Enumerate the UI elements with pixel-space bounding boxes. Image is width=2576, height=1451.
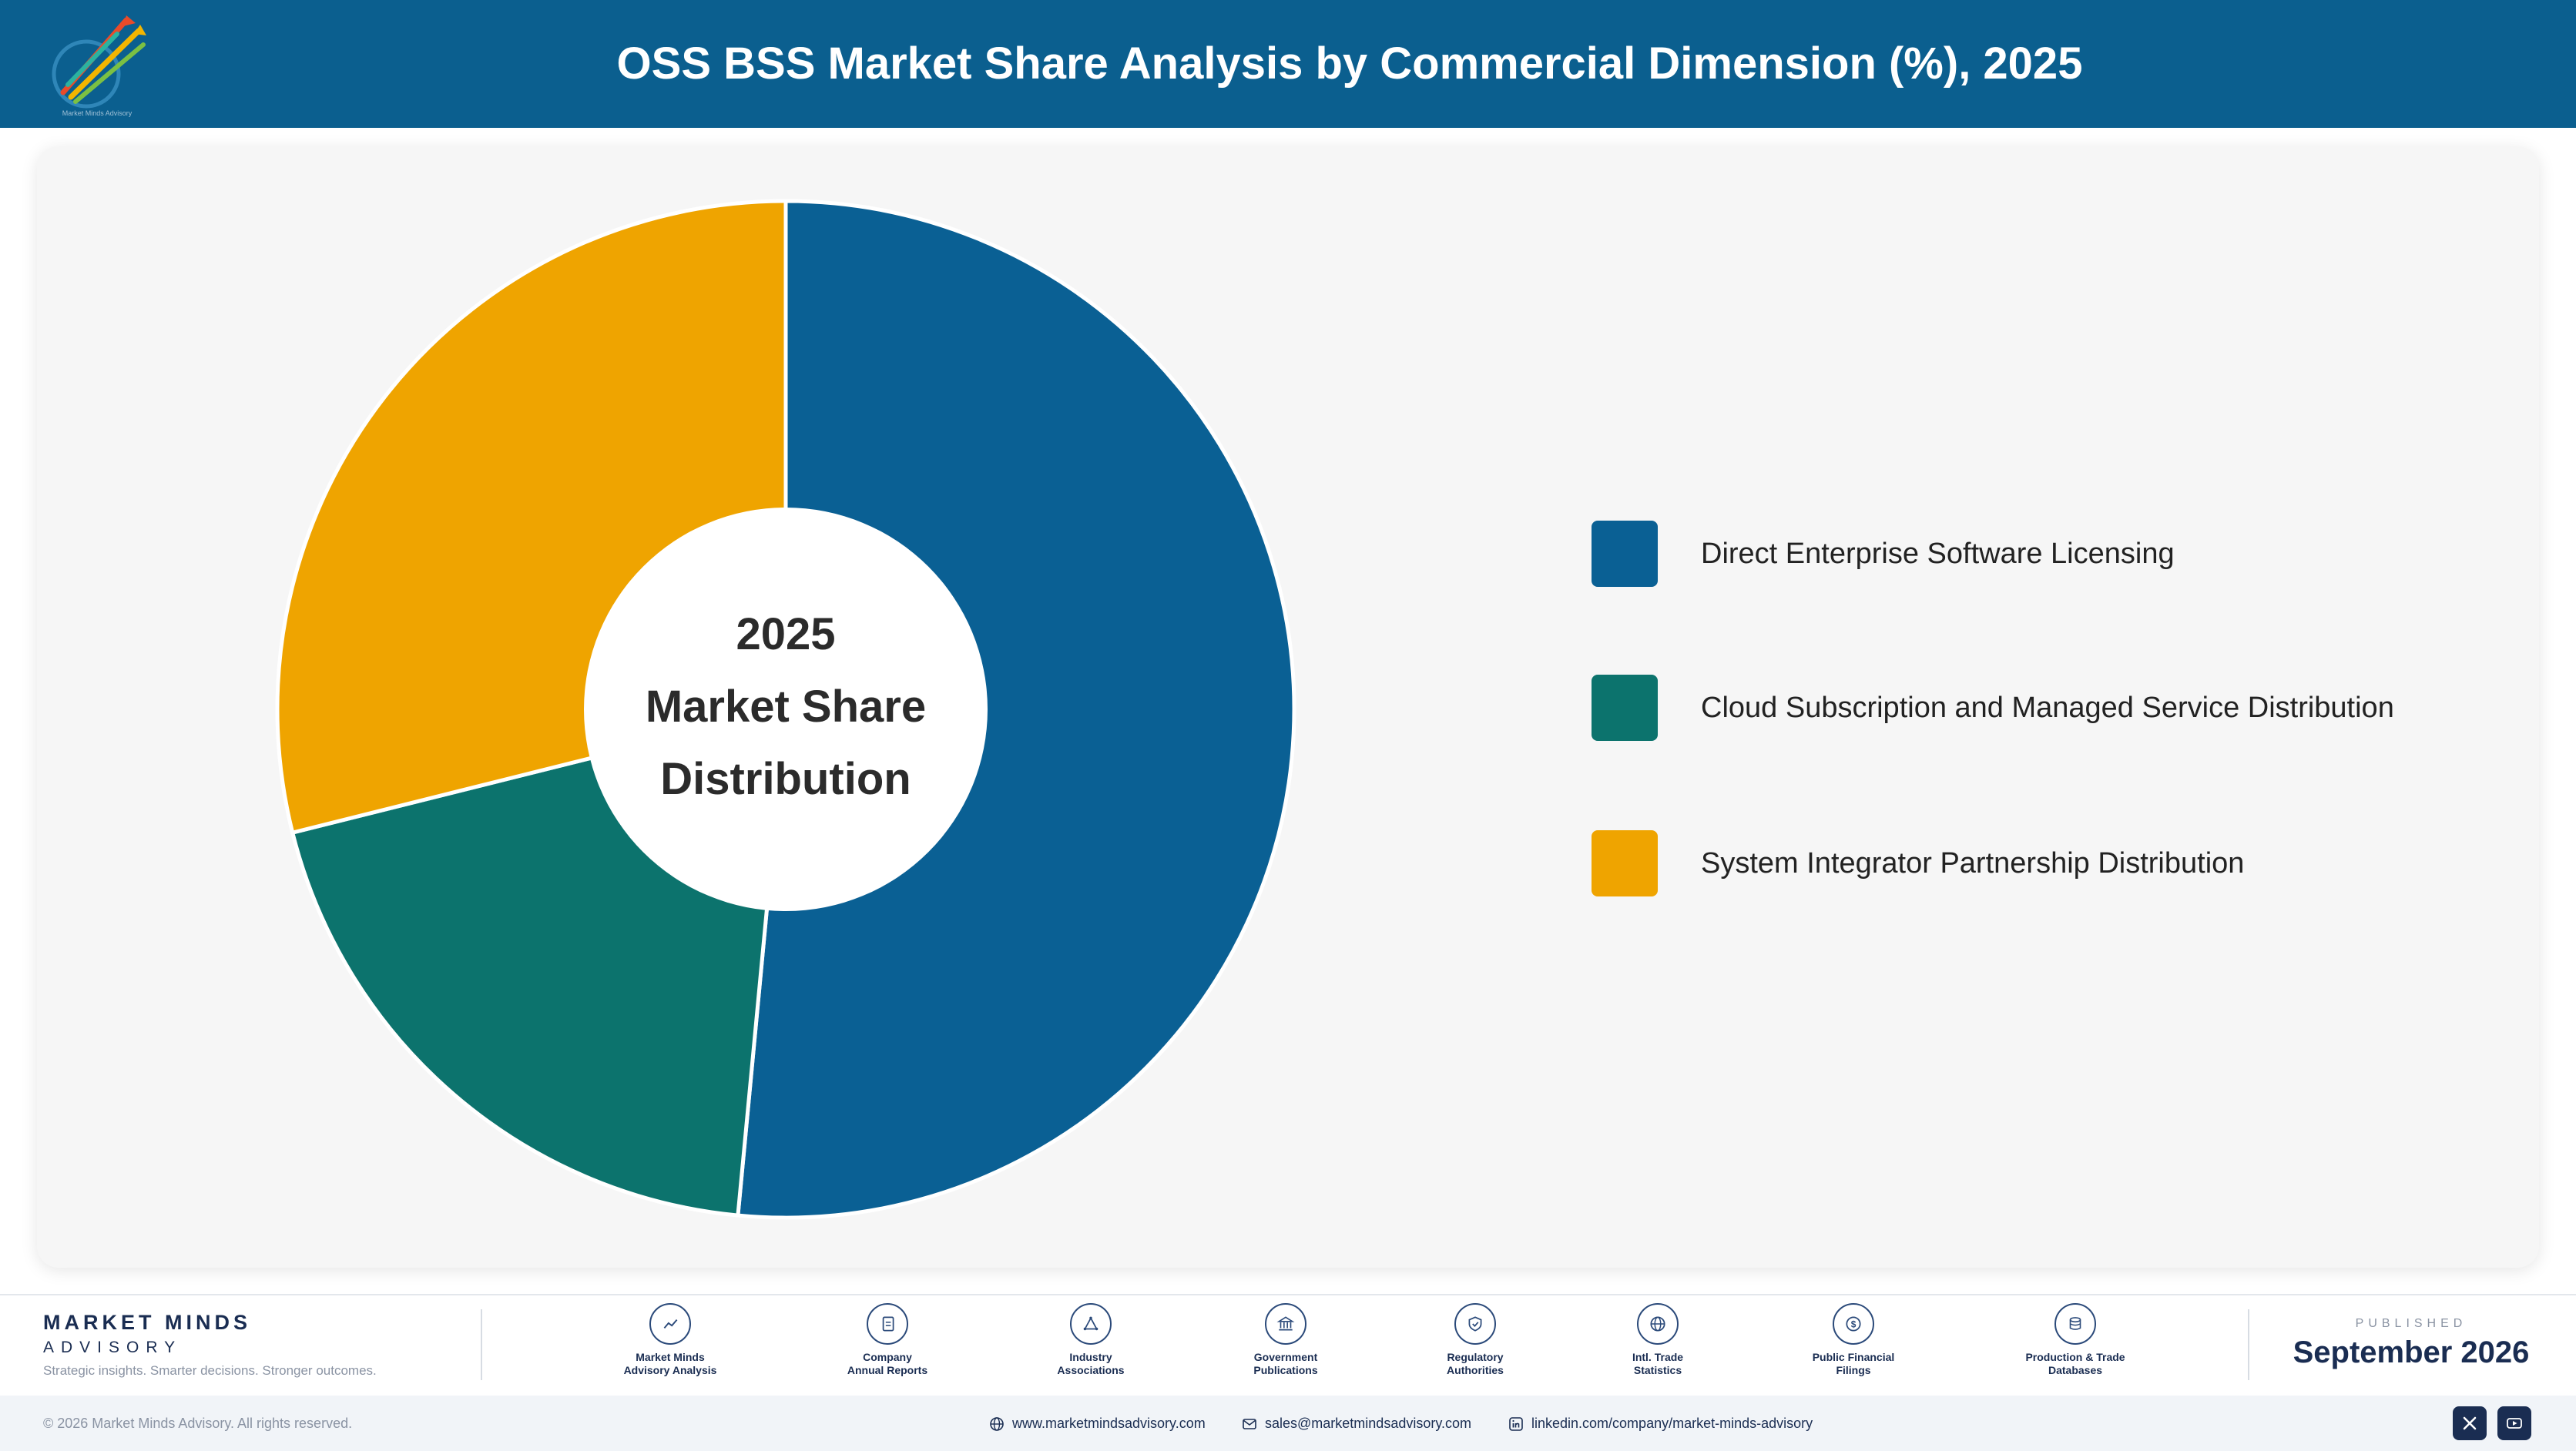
donut-center bbox=[584, 508, 988, 911]
center-label-line: Market Share bbox=[646, 682, 926, 732]
svg-text:$: $ bbox=[1851, 1319, 1857, 1329]
source-item: Regulatory Authorities bbox=[1402, 1303, 1548, 1377]
source-label: Public Financial Filings bbox=[1812, 1351, 1895, 1376]
x-social-button[interactable] bbox=[2453, 1406, 2487, 1440]
pie-chart: 2025 Market Share Distribution bbox=[275, 199, 1296, 1220]
government-building-icon bbox=[1265, 1303, 1306, 1345]
legend-label: Direct Enterprise Software Licensing bbox=[1701, 538, 2175, 570]
copyright-text: © 2026 Market Minds Advisory. All rights… bbox=[43, 1416, 353, 1431]
x-logo-icon bbox=[2463, 1416, 2477, 1430]
mail-icon bbox=[1243, 1419, 1256, 1430]
youtube-icon bbox=[2507, 1418, 2522, 1429]
source-label: Production & Trade Databases bbox=[2025, 1351, 2125, 1376]
legend-label: Cloud Subscription and Managed Service D… bbox=[1701, 692, 2394, 724]
page-title: OSS BSS Market Share Analysis by Commerc… bbox=[616, 39, 2083, 89]
source-item: Company Annual Reports bbox=[814, 1303, 961, 1377]
legend-item[interactable]: Direct Enterprise Software Licensing bbox=[1592, 521, 2516, 588]
footer-divider bbox=[2248, 1309, 2249, 1380]
network-icon bbox=[1070, 1303, 1112, 1345]
footer: MARKET MINDS ADVISORY Strategic insights… bbox=[0, 1294, 2576, 1451]
source-label: Company Annual Reports bbox=[847, 1351, 928, 1376]
source-item: Government Publications bbox=[1213, 1303, 1359, 1377]
brand-tagline: Strategic insights. Smarter decisions. S… bbox=[43, 1363, 377, 1378]
source-item: Production & Trade Databases bbox=[2002, 1303, 2148, 1377]
database-icon bbox=[2054, 1303, 2096, 1345]
source-label: Industry Associations bbox=[1057, 1351, 1125, 1376]
legend-label: System Integrator Partnership Distributi… bbox=[1701, 847, 2245, 880]
email-text: sales@marketmindsadvisory.com bbox=[1265, 1416, 1472, 1431]
legend-item[interactable]: Cloud Subscription and Managed Service D… bbox=[1592, 675, 2516, 742]
source-item: Intl. Trade Statistics bbox=[1585, 1303, 1731, 1377]
center-label-line: 2025 bbox=[736, 609, 835, 659]
footer-bottom-bar: © 2026 Market Minds Advisory. All rights… bbox=[0, 1396, 2576, 1451]
source-item: $ Public Financial Filings bbox=[1780, 1303, 1927, 1377]
legend-swatch bbox=[1592, 830, 1658, 896]
trend-line-icon bbox=[649, 1303, 691, 1345]
logo-graphic-icon bbox=[52, 15, 146, 109]
legend-item[interactable]: System Integrator Partnership Distributi… bbox=[1592, 830, 2516, 898]
website-text: www.marketmindsadvisory.com bbox=[1012, 1416, 1206, 1431]
source-label: Intl. Trade Statistics bbox=[1632, 1351, 1684, 1376]
published-date: September 2026 bbox=[2293, 1335, 2530, 1369]
source-item: Industry Associations bbox=[1018, 1303, 1164, 1377]
linkedin-icon bbox=[1509, 1417, 1523, 1432]
youtube-social-button[interactable] bbox=[2497, 1406, 2531, 1440]
shield-check-icon bbox=[1454, 1303, 1496, 1345]
linkedin-link[interactable]: linkedin.com/company/market-minds-adviso… bbox=[1508, 1396, 1813, 1451]
globe-icon bbox=[1637, 1303, 1679, 1345]
center-label-line: Distribution bbox=[660, 754, 911, 804]
source-label: Government Publications bbox=[1253, 1351, 1318, 1376]
chart-card: 2025 Market Share Distribution Direct Ente… bbox=[37, 146, 2539, 1268]
brand-name: MARKET MINDS bbox=[43, 1311, 251, 1334]
footer-divider bbox=[481, 1309, 482, 1380]
legend-swatch bbox=[1592, 521, 1658, 587]
brand-subtitle: ADVISORY bbox=[43, 1339, 183, 1356]
document-icon bbox=[867, 1303, 908, 1345]
logo-caption: Market Minds Advisory bbox=[62, 109, 132, 117]
website-link[interactable]: www.marketmindsadvisory.com bbox=[989, 1396, 1206, 1451]
source-item: Market Minds Advisory Analysis bbox=[597, 1303, 743, 1377]
source-label: Regulatory Authorities bbox=[1447, 1351, 1504, 1376]
published-label: PUBLISHED bbox=[2355, 1317, 2467, 1330]
source-label: Market Minds Advisory Analysis bbox=[623, 1351, 717, 1376]
pie-slice-1[interactable] bbox=[736, 199, 1296, 1220]
linkedin-text: linkedin.com/company/market-minds-adviso… bbox=[1531, 1416, 1813, 1431]
header-bar: Market Minds Advisory OSS BSS Market Sha… bbox=[0, 0, 2576, 128]
company-logo[interactable]: Market Minds Advisory bbox=[40, 8, 154, 122]
email-link[interactable]: sales@marketmindsadvisory.com bbox=[1242, 1396, 1471, 1451]
globe-icon bbox=[990, 1417, 1004, 1432]
legend-swatch bbox=[1592, 675, 1658, 741]
dollar-coin-icon: $ bbox=[1833, 1303, 1874, 1345]
